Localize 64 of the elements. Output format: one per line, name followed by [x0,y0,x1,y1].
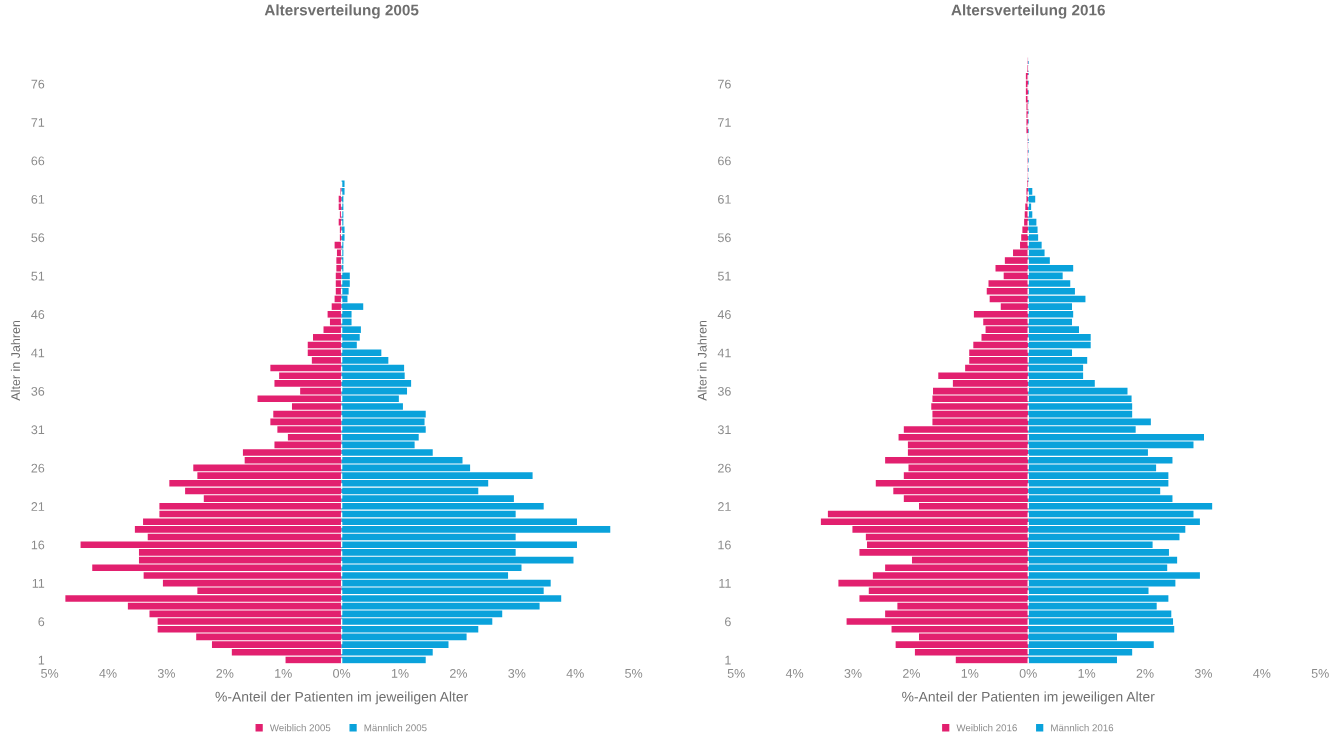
y-tick-label: 11 [32,579,45,588]
y-tick-label: 16 [718,540,731,550]
y-tick-label: 6 [38,617,45,627]
x-tick-label: 2% [450,668,468,678]
y-tick-label: 51 [31,271,45,281]
x-tick-label: 1% [275,669,292,678]
x-tick-label: 3% [508,668,526,678]
y-tick-label: 56 [31,233,45,243]
y-tick-label: 26 [718,463,731,473]
x-tick-label: 0% [333,668,351,678]
y-tick-label: 31 [31,425,45,435]
y-tick-label: 21 [718,502,731,511]
y-tick-label: 46 [31,310,45,319]
y-tick-label: 21 [31,502,45,511]
y-axis-title: Alter in Jahren [10,320,21,401]
y-tick-label: 6 [725,617,731,627]
x-tick-label: 1% [391,669,409,678]
x-axis-title: %-Anteil der Patienten im jeweiligen Alter [215,691,468,705]
legend-label: Männlich 2005 [364,724,427,732]
legend-label: Weiblich 2005 [269,724,331,732]
y-tick-label: 76 [718,79,731,89]
y-tick-label: 71 [31,118,45,127]
x-tick-label: 1% [1078,669,1096,678]
y-tick-label: 61 [718,194,731,204]
x-tick-label: 5% [727,669,745,678]
chart-title: Altersverteilung 2016 [951,4,1105,19]
y-axis-title: Alter in Jahren [697,320,707,401]
y-tick-label: 56 [717,233,731,243]
x-tick-label: 0% [1019,668,1037,678]
x-tick-label: 4% [1253,669,1271,678]
y-tick-label: 26 [31,463,45,473]
x-tick-label: 5% [41,669,59,678]
legend-label: Männlich 2016 [1051,724,1114,732]
x-tick-label: 1% [961,669,979,678]
y-tick-label: 41 [31,348,45,358]
x-axis-title: %-Anteil der Patienten im jeweiligen Alter [902,691,1155,705]
y-tick-label: 1 [38,655,45,665]
x-tick-label: 2% [216,668,234,678]
x-tick-label: 4% [99,669,117,678]
y-tick-label: 36 [717,386,731,396]
x-tick-label: 4% [566,669,584,678]
y-tick-label: 1 [725,655,731,665]
y-tick-label: 51 [717,271,731,281]
y-tick-label: 66 [31,156,45,166]
y-tick-label: 11 [719,579,731,588]
y-tick-label: 41 [717,348,731,358]
x-tick-label: 2% [903,668,920,678]
x-tick-label: 4% [785,669,804,678]
y-tick-label: 71 [718,118,731,127]
y-tick-label: 61 [31,194,45,204]
x-tick-label: 3% [844,668,862,678]
y-tick-label: 76 [31,79,45,89]
x-tick-label: 5% [1311,669,1329,678]
legend-label: Weiblich 2016 [956,724,1017,732]
x-tick-label: 3% [157,668,176,678]
x-tick-label: 5% [625,669,643,678]
x-tick-label: 3% [1194,668,1212,678]
y-tick-label: 16 [31,540,45,550]
x-tick-label: 2% [1136,668,1154,678]
chart-title: Altersverteilung 2005 [264,4,419,19]
y-tick-label: 66 [718,156,731,166]
y-tick-label: 36 [31,386,45,396]
y-tick-label: 46 [717,310,731,319]
y-tick-label: 31 [717,425,731,435]
